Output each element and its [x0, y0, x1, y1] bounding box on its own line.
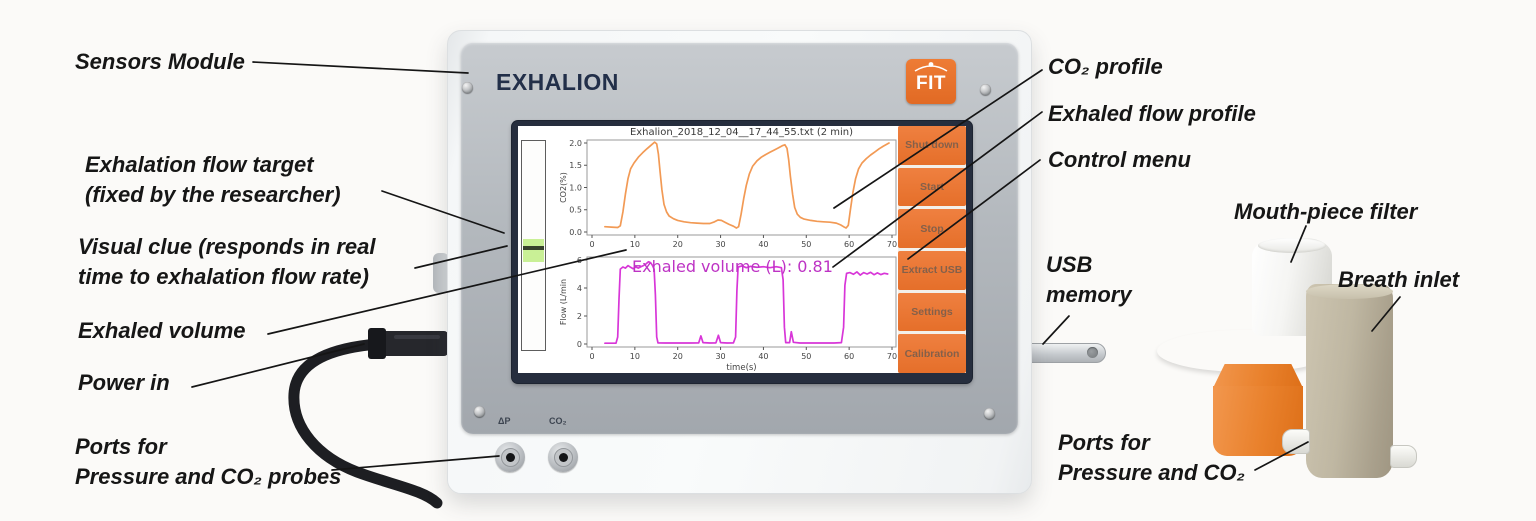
svg-text:2.0: 2.0: [569, 139, 582, 148]
svg-text:50: 50: [801, 352, 811, 361]
svg-text:40: 40: [758, 240, 768, 249]
svg-text:2: 2: [577, 312, 582, 321]
exhaled-volume-readout: Exhaled volume (L): 0.81: [632, 257, 833, 276]
usb-stick-hole: [1087, 347, 1098, 358]
svg-text:20: 20: [673, 240, 683, 249]
label-co2-profile: CO₂ profile: [1048, 54, 1163, 79]
breath-inlet-top: [1306, 284, 1393, 299]
svg-text:6: 6: [577, 256, 582, 265]
flow-visual-clue-band: [523, 239, 544, 262]
label-sensors-module: Sensors Module: [75, 49, 245, 74]
svg-text:4: 4: [577, 284, 582, 293]
control-menu: Shut down Start Stop Extract USB Setting…: [898, 126, 966, 373]
svg-text:0.0: 0.0: [569, 228, 582, 237]
screw-icon: [462, 82, 473, 93]
device-case: EXHALION FIT ΔP CO₂ Exhalion_2018: [447, 30, 1032, 494]
svg-text:30: 30: [715, 240, 725, 249]
label-power-in: Power in: [78, 370, 170, 395]
usb-stick: [1028, 343, 1106, 363]
svg-text:60: 60: [844, 240, 854, 249]
label-line: time to exhalation flow rate): [78, 264, 369, 290]
fit-logo: FIT: [906, 59, 956, 104]
pressure-sample-port: [1282, 429, 1310, 454]
svg-text:Flow (L/min: Flow (L/min: [559, 279, 568, 325]
svg-text:0: 0: [577, 340, 582, 349]
extract-usb-button[interactable]: Extract USB: [898, 251, 966, 290]
pressure-port-hole: [505, 452, 515, 462]
label-mouthpiece-filter: Mouth-piece filter: [1234, 199, 1418, 224]
flow-target-line: [523, 246, 544, 250]
svg-text:10: 10: [630, 240, 640, 249]
breath-inlet-body: [1306, 284, 1393, 478]
power-plug-barrel: [374, 331, 448, 356]
pressure-port-label: ΔP: [498, 416, 511, 426]
svg-text:CO2(%): CO2(%): [559, 172, 568, 203]
pressure-port-ring: [500, 447, 520, 467]
svg-text:70: 70: [887, 240, 897, 249]
label-line: Pressure and CO₂ probes: [75, 464, 342, 490]
fit-logo-text: FIT: [916, 73, 946, 94]
label-line: memory: [1046, 282, 1132, 308]
label-exhaled-flow-profile: Exhaled flow profile: [1048, 101, 1256, 126]
pointer-line-usb-memory: [1042, 315, 1070, 345]
label-line: Ports for: [1058, 430, 1150, 455]
pointer-line-power-in: [191, 343, 365, 388]
start-button[interactable]: Start: [898, 167, 966, 207]
calibration-button[interactable]: Calibration: [898, 334, 966, 373]
label-visual-clue: Visual clue (responds in real time to ex…: [78, 232, 376, 293]
svg-text:0: 0: [589, 240, 594, 249]
label-usb-memory: USB memory: [1046, 250, 1132, 311]
screw-icon: [984, 408, 995, 419]
fit-logo-arc-icon: [914, 62, 948, 72]
co2-sample-port: [1390, 445, 1417, 468]
label-line: (fixed by the researcher): [85, 182, 341, 208]
svg-text:1.5: 1.5: [569, 161, 582, 170]
svg-text:Exhalion_2018_12_04__17_44_55.: Exhalion_2018_12_04__17_44_55.txt (2 min…: [630, 127, 853, 138]
screen: Exhalion_2018_12_04__17_44_55.txt (2 min…: [512, 121, 972, 383]
svg-text:40: 40: [758, 352, 768, 361]
svg-text:10: 10: [630, 352, 640, 361]
label-line: USB: [1046, 252, 1093, 277]
screen-content: Exhalion_2018_12_04__17_44_55.txt (2 min…: [518, 126, 966, 373]
svg-text:30: 30: [715, 352, 725, 361]
svg-text:50: 50: [801, 240, 811, 249]
co2-port-ring: [553, 447, 573, 467]
label-line: Visual clue (responds in real: [78, 234, 376, 259]
power-plug-collar: [368, 328, 386, 359]
label-line: Exhalation flow target: [85, 152, 314, 177]
label-ports-probes: Ports for Pressure and CO₂ probes: [75, 432, 341, 493]
settings-button[interactable]: Settings: [898, 292, 966, 332]
label-exhalation-flow-target: Exhalation flow target (fixed by the res…: [85, 150, 341, 211]
screw-icon: [474, 406, 485, 417]
flow-target-bar: [521, 140, 546, 351]
device-bezel: EXHALION FIT ΔP CO₂ Exhalion_2018: [461, 43, 1018, 434]
label-line: Ports for: [75, 434, 167, 459]
svg-text:60: 60: [844, 352, 854, 361]
label-control-menu: Control menu: [1048, 147, 1191, 172]
stop-button[interactable]: Stop: [898, 209, 966, 249]
label-ports-right: Ports for Pressure and CO₂: [1058, 428, 1245, 489]
mouthpiece-filter-neck: [1213, 364, 1303, 388]
label-line: Pressure and CO₂: [1058, 460, 1245, 486]
label-exhaled-volume: Exhaled volume: [78, 318, 246, 343]
co2-port[interactable]: [548, 442, 578, 472]
co2-chart: Exhalion_2018_12_04__17_44_55.txt (2 min…: [559, 127, 897, 249]
svg-text:time(s): time(s): [726, 363, 756, 373]
brand-exhalion: EXHALION: [496, 69, 619, 95]
pointer-line-sensors-module: [252, 61, 469, 74]
co2-port-hole: [558, 452, 568, 462]
screw-icon: [980, 84, 991, 95]
pressure-port[interactable]: [495, 442, 525, 472]
svg-text:1.0: 1.0: [569, 183, 582, 192]
mouthpiece-filter-opening: [1258, 238, 1326, 253]
svg-text:0.5: 0.5: [569, 206, 582, 215]
shutdown-button[interactable]: Shut down: [898, 126, 966, 165]
svg-text:70: 70: [887, 352, 897, 361]
label-breath-inlet: Breath inlet: [1338, 267, 1460, 292]
svg-text:0: 0: [589, 352, 594, 361]
svg-text:20: 20: [673, 352, 683, 361]
power-plug-highlight: [394, 335, 440, 339]
co2-port-label: CO₂: [549, 416, 567, 426]
